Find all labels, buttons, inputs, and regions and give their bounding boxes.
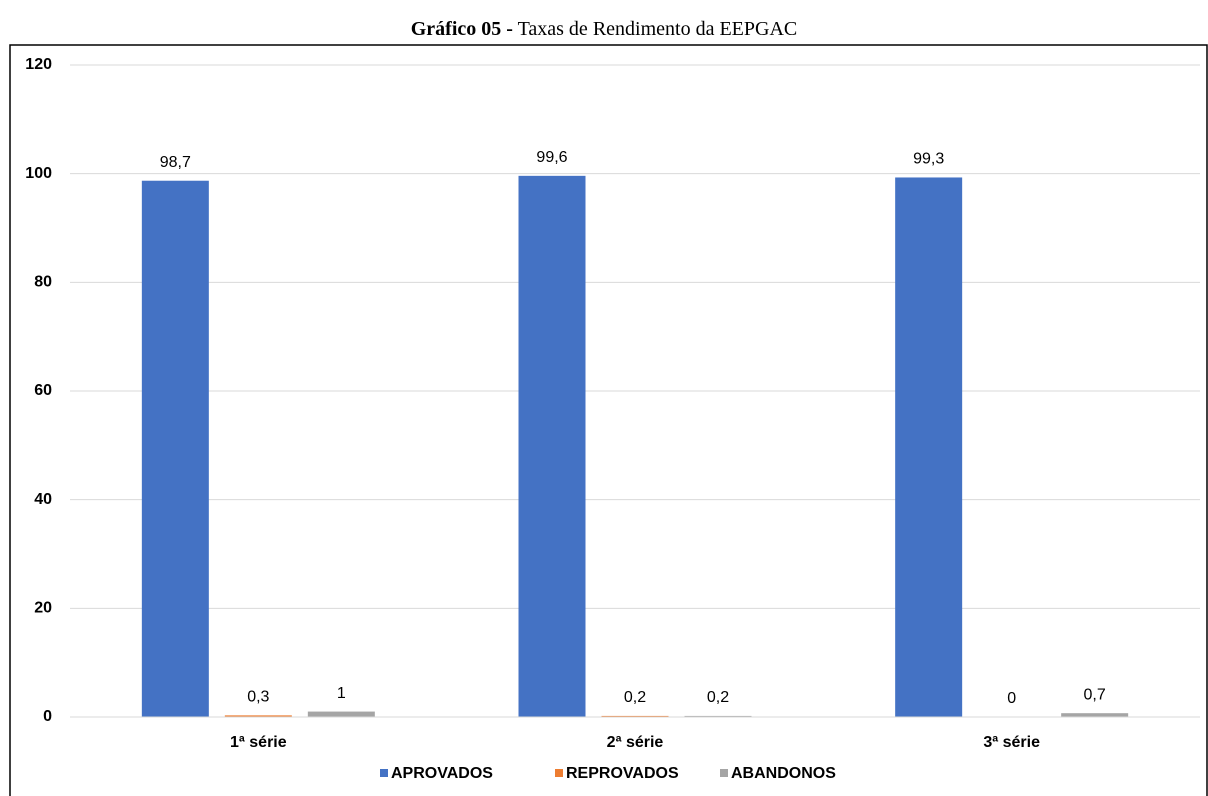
legend-label: REPROVADOS [566, 765, 679, 782]
y-tick-label: 120 [25, 56, 52, 73]
bar [141, 180, 209, 718]
y-tick-label: 80 [34, 274, 52, 291]
legend-swatch [720, 769, 728, 777]
data-label: 99,6 [536, 149, 567, 166]
data-label: 0,3 [247, 689, 269, 706]
chart-border [9, 44, 1208, 796]
bar [1061, 713, 1129, 717]
data-label: 0,7 [1084, 686, 1106, 703]
chart-title: Gráfico 05 - Taxas de Rendimento da EEPG… [411, 18, 798, 40]
title-label: Gráfico 05 - [411, 18, 513, 40]
y-tick-label: 20 [34, 600, 52, 617]
bar [307, 711, 375, 717]
data-label: 0,2 [624, 689, 646, 706]
data-label: 0,2 [707, 689, 729, 706]
y-tick-label: 40 [34, 491, 52, 508]
x-tick-label: 1ª série [230, 734, 287, 751]
legend-swatch [380, 769, 388, 777]
bar [895, 177, 963, 718]
legend-label: ABANDONOS [731, 765, 836, 782]
bar [601, 715, 669, 717]
bar [224, 715, 292, 717]
data-label: 1 [337, 685, 346, 702]
bar [684, 715, 752, 717]
y-tick-label: 0 [43, 708, 52, 725]
legend-swatch [555, 769, 563, 777]
data-label: 0 [1007, 690, 1016, 707]
bar [518, 175, 586, 718]
title-text: Taxas de Rendimento da EEPGAC [518, 18, 798, 40]
data-label: 98,7 [160, 154, 191, 171]
y-tick-label: 100 [25, 165, 52, 182]
legend-label: APROVADOS [391, 765, 493, 782]
x-tick-label: 3ª série [983, 734, 1040, 751]
y-tick-label: 60 [34, 382, 52, 399]
data-label: 99,3 [913, 151, 944, 168]
x-tick-label: 2ª série [607, 734, 664, 751]
